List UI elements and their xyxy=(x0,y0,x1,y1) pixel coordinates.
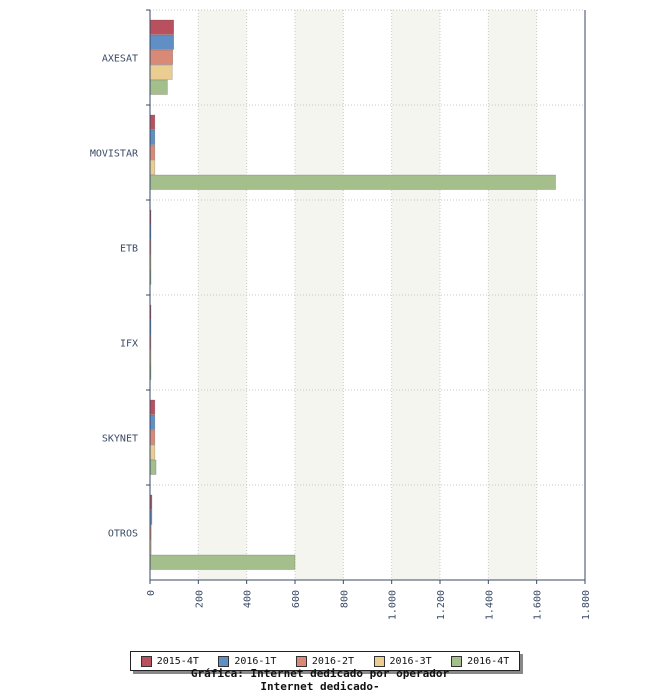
legend-item: 2016-3T xyxy=(373,655,432,667)
legend-item: 2016-1T xyxy=(218,655,277,667)
bar xyxy=(149,49,174,65)
x-tick-label: 800 xyxy=(339,590,350,608)
legend-swatch xyxy=(373,655,385,667)
legend-label: 2016-4T xyxy=(467,655,510,667)
bar xyxy=(149,79,168,95)
chart-legend: 2015-4T 2016-1T 2016-2T 2016-3T 2016-4T xyxy=(130,651,520,671)
legend-swatch xyxy=(218,655,230,667)
bar xyxy=(149,144,156,160)
legend-item: 2015-4T xyxy=(140,655,199,667)
bar xyxy=(149,159,156,175)
x-tick-label: 400 xyxy=(243,590,254,608)
legend-label: 2016-2T xyxy=(311,655,355,667)
bar xyxy=(149,459,157,475)
legend-item: 2016-2T xyxy=(295,655,355,667)
legend-item: 2016-4T xyxy=(451,655,510,667)
bar xyxy=(149,64,173,80)
x-tick-label: 1.000 xyxy=(388,590,399,620)
chart-plot: 0 200 400 600 800 1.000 1.200 1.400 1.600 1.800 A… xyxy=(90,9,592,620)
legend-swatch xyxy=(140,655,152,667)
bar xyxy=(149,554,296,570)
legend-swatch xyxy=(451,655,463,667)
category-label: ETB xyxy=(120,244,138,255)
legend-swatch xyxy=(295,655,307,667)
x-tick-label: 600 xyxy=(291,590,302,608)
bar xyxy=(149,399,156,415)
chart-caption: Gráfica: Internet dedicado por operador xyxy=(190,667,450,680)
bar xyxy=(149,444,156,460)
bar xyxy=(149,129,156,145)
category-label: AXESAT xyxy=(102,54,138,65)
legend-label: 2016-3T xyxy=(389,655,432,667)
bar xyxy=(149,114,156,130)
legend-label: 2015-4T xyxy=(156,655,199,667)
category-label: OTROS xyxy=(108,529,138,540)
x-tick-label: 1.800 xyxy=(581,590,592,620)
x-tick-label: 1.600 xyxy=(533,590,544,620)
category-label: MOVISTAR xyxy=(90,149,139,160)
x-tick-label: 1.200 xyxy=(436,590,447,620)
bar xyxy=(149,174,556,190)
x-tick-label: 200 xyxy=(194,590,205,608)
category-label: SKYNET xyxy=(102,434,138,445)
x-tick-label: 1.400 xyxy=(484,590,495,620)
bar xyxy=(149,34,174,50)
category-label: IFX xyxy=(120,339,138,350)
x-tick-label: 0 xyxy=(146,590,157,596)
chart-subcaption: Internet dedicado- xyxy=(260,680,380,693)
bar xyxy=(149,19,174,35)
legend-label: 2016-1T xyxy=(234,655,277,667)
bar xyxy=(149,429,156,445)
bar xyxy=(149,414,156,430)
